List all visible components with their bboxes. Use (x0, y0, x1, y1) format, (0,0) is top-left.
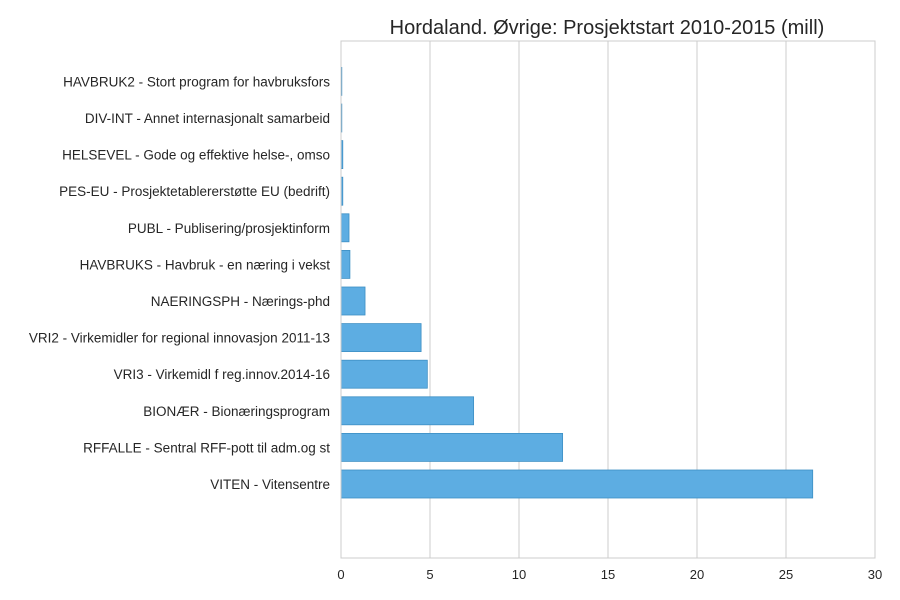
category-label-3: VRI3 - Virkemidl f reg.innov.2014-16 (114, 367, 330, 382)
category-labels: VITEN - Vitensentre RFFALLE - Sentral RFF… (29, 74, 330, 492)
category-label-5: NAERINGSPH - Nærings-phd (151, 294, 330, 309)
x-tick-label-30: 30 (868, 567, 882, 582)
bar-5 (340, 286, 366, 316)
category-label-11: HAVBRUK2 - Stort program for havbruksfor… (63, 74, 330, 89)
category-label-7: PUBL - Publisering/prosjektinform (128, 221, 330, 236)
x-tick-label-10: 10 (512, 567, 526, 582)
x-tick-label-20: 20 (690, 567, 704, 582)
bar-7 (340, 213, 350, 243)
x-tick-label-0: 0 (337, 567, 344, 582)
category-label-6: HAVBRUKS - Havbruk - en næring i vekst (80, 257, 331, 272)
plot-frame (340, 40, 876, 559)
bar-3 (340, 359, 428, 389)
x-tick-labels: 0 5 10 15 20 25 30 (337, 567, 882, 582)
category-label-4: VRI2 - Virkemidler for regional innovasj… (29, 331, 330, 346)
category-label-10: DIV-INT - Annet internasjonalt samarbeid (85, 111, 330, 126)
axes (340, 40, 876, 559)
bar-0 (340, 469, 814, 499)
bars (340, 67, 814, 499)
x-tick-label-25: 25 (779, 567, 793, 582)
category-label-0: VITEN - Vitensentre (210, 477, 330, 492)
x-tick-label-15: 15 (601, 567, 615, 582)
x-tick-label-5: 5 (426, 567, 433, 582)
chart-title: Hordaland. Øvrige: Prosjektstart 2010-20… (390, 17, 825, 39)
bar-6 (340, 249, 351, 279)
bar-1 (340, 432, 564, 462)
category-label-2: BIONÆR - Bionæringsprogram (143, 404, 330, 419)
bar-4 (340, 323, 422, 353)
category-label-9: HELSEVEL - Gode og effektive helse-, oms… (62, 148, 330, 163)
bar-2 (340, 396, 475, 426)
category-label-8: PES-EU - Prosjektetablererstøtte EU (bed… (59, 184, 330, 199)
category-label-1: RFFALLE - Sentral RFF-pott til adm.og st (83, 440, 330, 455)
